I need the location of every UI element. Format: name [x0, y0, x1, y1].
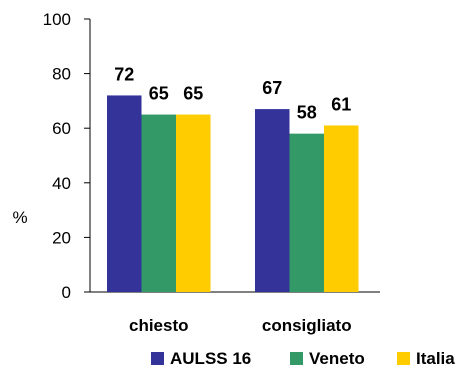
bar-aulss-16-consigliato: [255, 109, 290, 292]
y-tick-label: 0: [62, 283, 71, 302]
bar-aulss-16-chiesto: [107, 95, 142, 292]
category-label: chiesto: [129, 316, 189, 335]
data-label: 67: [262, 78, 282, 98]
y-axis-ticks: 0 20 40 60 80 100: [43, 10, 90, 302]
bar-veneto-consigliato: [289, 133, 324, 292]
category-labels: chiesto consigliato: [129, 316, 352, 335]
y-tick-label: 20: [52, 228, 71, 247]
bars: [107, 95, 359, 292]
legend: AULSS 16 Veneto Italia: [151, 349, 455, 368]
bar-veneto-chiesto: [141, 114, 176, 292]
category-label: consigliato: [262, 316, 352, 335]
legend-swatch: [290, 352, 303, 365]
y-tick-label: 40: [52, 174, 71, 193]
y-axis-label: %: [12, 208, 27, 227]
data-label: 72: [114, 64, 134, 84]
bar-italia-consigliato: [324, 125, 359, 292]
data-label: 58: [297, 103, 317, 123]
data-label: 65: [183, 84, 203, 104]
legend-label: Italia: [416, 349, 455, 368]
data-label: 65: [149, 84, 169, 104]
legend-swatch: [151, 352, 164, 365]
y-tick-label: 100: [43, 10, 71, 29]
data-label: 61: [331, 94, 351, 114]
data-labels: 72 65 65 67 58 61: [114, 64, 351, 122]
legend-swatch: [397, 352, 410, 365]
y-tick-label: 60: [52, 119, 71, 138]
y-tick-label: 80: [52, 65, 71, 84]
legend-label: Veneto: [309, 349, 365, 368]
legend-label: AULSS 16: [170, 349, 251, 368]
bar-italia-chiesto: [176, 114, 211, 292]
